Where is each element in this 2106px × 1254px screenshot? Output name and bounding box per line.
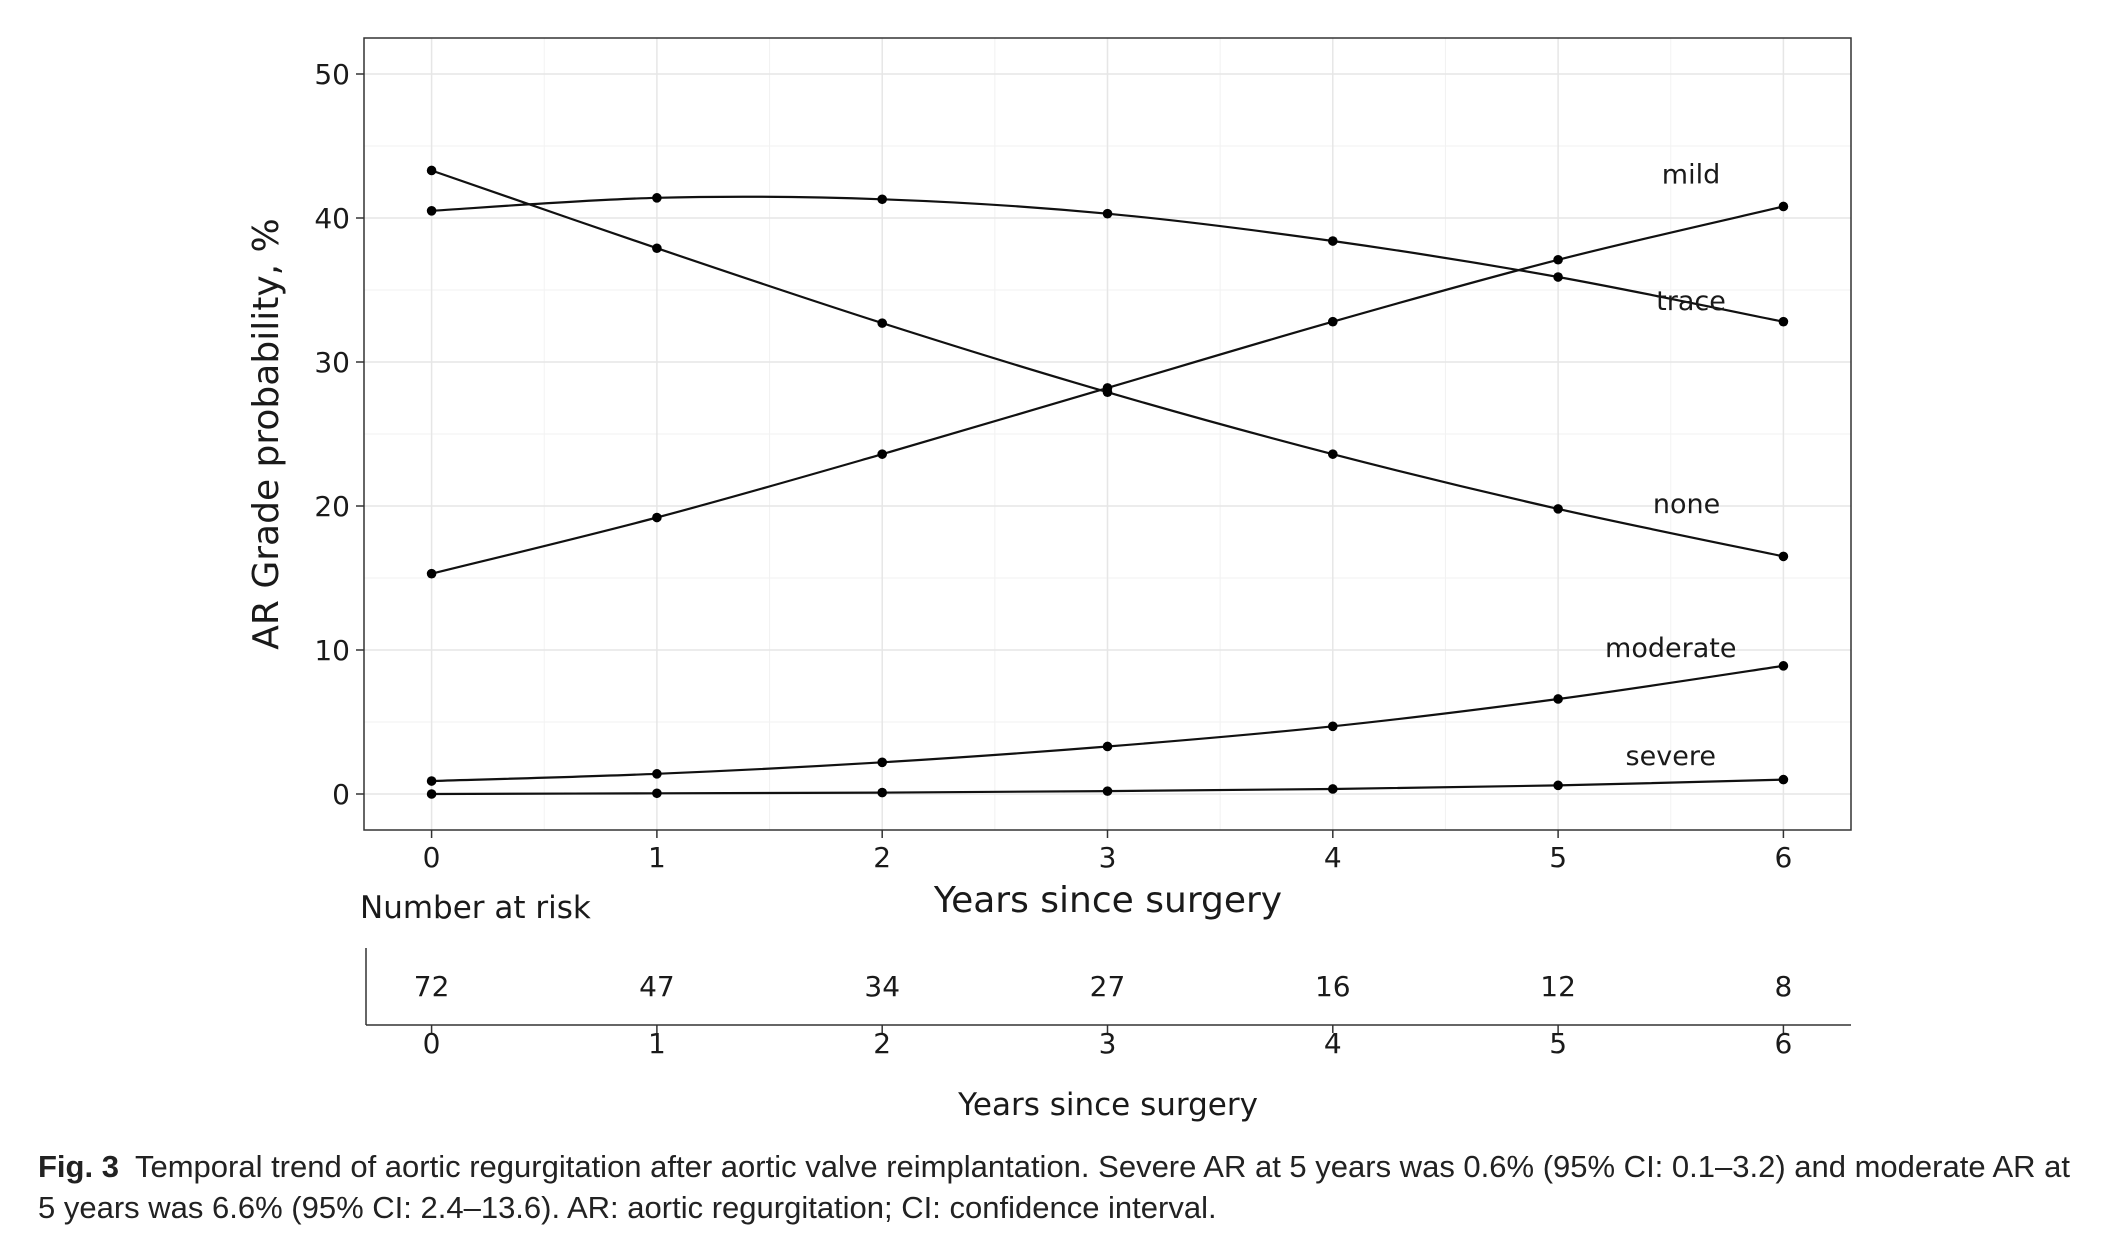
main-chart: 0 10 20 30 40 50 0 1 2 3 4 5 6 mild trace none moderat… (246, 37, 1852, 921)
y-tick-label: 30 (314, 346, 350, 379)
data-point-mild (652, 512, 662, 523)
data-point-trace (1102, 208, 1113, 219)
data-point-trace (877, 194, 887, 205)
data-point-severe (1328, 784, 1338, 794)
data-point-trace (1553, 272, 1563, 282)
data-point-trace (426, 206, 437, 216)
series-labels: mild trace none moderate severe (1605, 159, 1736, 772)
data-point-mild (426, 568, 437, 579)
data-point-moderate (877, 757, 887, 768)
series-label-mild: mild (1662, 159, 1720, 190)
risk-count: 27 (1090, 970, 1126, 1003)
risk-count: 72 (414, 970, 450, 1003)
risk-table-x-label: Years since surgery (957, 1087, 1258, 1123)
data-point-severe (877, 787, 887, 798)
data-point-moderate (1553, 694, 1563, 704)
data-point-severe (1102, 786, 1113, 796)
risk-count: 16 (1315, 970, 1351, 1003)
data-point-mild (1553, 254, 1563, 265)
data-point-moderate (652, 769, 662, 779)
risk-table-title: Number at risk (360, 890, 591, 926)
series-label-moderate: moderate (1605, 633, 1736, 664)
grid-layer (364, 38, 1851, 830)
data-point-moderate (1102, 741, 1113, 752)
y-tick-label: 50 (314, 58, 350, 91)
data-point-severe (1553, 780, 1563, 791)
data-point-moderate (1778, 661, 1789, 671)
risk-count: 34 (864, 970, 900, 1003)
data-point-trace (652, 193, 662, 203)
risk-counts: 72 47 34 27 16 12 8 (414, 970, 1793, 1003)
data-point-none (652, 243, 662, 254)
y-tick-label: 20 (314, 490, 350, 523)
x-tick-label: 0 (423, 841, 441, 874)
data-point-trace (1778, 316, 1789, 327)
risk-x-tick-label: 6 (1774, 1027, 1792, 1060)
data-point-none (1102, 387, 1113, 398)
y-tick-label: 0 (332, 778, 350, 811)
y-tick-label: 40 (314, 202, 350, 235)
data-point-severe (426, 789, 437, 799)
data-point-none (877, 318, 887, 328)
series-label-none: none (1653, 489, 1720, 520)
x-tick-label: 1 (648, 841, 666, 874)
caption-label: Fig. 3 (38, 1149, 119, 1184)
x-tick-label: 2 (873, 841, 891, 874)
data-point-mild (877, 449, 887, 459)
risk-x-tick-label: 5 (1549, 1027, 1567, 1060)
x-axis-label: Years since surgery (933, 880, 1282, 921)
data-point-none (1328, 449, 1338, 459)
x-axis-ticks: 0 1 2 3 4 5 6 (423, 830, 1792, 874)
caption-text: Temporal trend of aortic regurgitation a… (38, 1149, 2071, 1225)
risk-x-axis-ticks: 0 1 2 3 4 5 6 (423, 1025, 1792, 1060)
x-tick-label: 5 (1549, 841, 1567, 874)
data-point-mild (1328, 316, 1338, 327)
data-point-moderate (426, 776, 437, 786)
x-tick-label: 4 (1324, 841, 1342, 874)
y-tick-label: 10 (314, 634, 350, 667)
data-point-mild (1778, 201, 1789, 212)
x-tick-label: 3 (1099, 841, 1117, 874)
data-point-none (1553, 504, 1563, 514)
y-axis-label: AR Grade probability, % (246, 218, 287, 649)
x-tick-label: 6 (1774, 841, 1792, 874)
risk-count: 8 (1774, 970, 1792, 1003)
data-point-none (1778, 551, 1789, 562)
data-point-moderate (1328, 721, 1338, 732)
figure-caption: Fig. 3 Temporal trend of aortic regurgita… (38, 1146, 2078, 1228)
risk-x-tick-label: 2 (873, 1027, 891, 1060)
risk-x-tick-label: 0 (423, 1027, 441, 1060)
series-label-trace: trace (1656, 286, 1726, 317)
data-point-severe (652, 788, 662, 799)
risk-count: 47 (639, 970, 675, 1003)
risk-count: 12 (1540, 970, 1576, 1003)
data-point-trace (1328, 236, 1338, 246)
series-label-severe: severe (1626, 741, 1716, 772)
risk-x-tick-label: 1 (648, 1027, 666, 1060)
y-axis-ticks: 0 10 20 30 40 50 (314, 58, 364, 811)
data-point-none (426, 165, 437, 176)
series-layer (426, 165, 1789, 799)
data-point-severe (1778, 774, 1789, 785)
risk-x-tick-label: 4 (1324, 1027, 1342, 1060)
risk-x-tick-label: 3 (1099, 1027, 1117, 1060)
